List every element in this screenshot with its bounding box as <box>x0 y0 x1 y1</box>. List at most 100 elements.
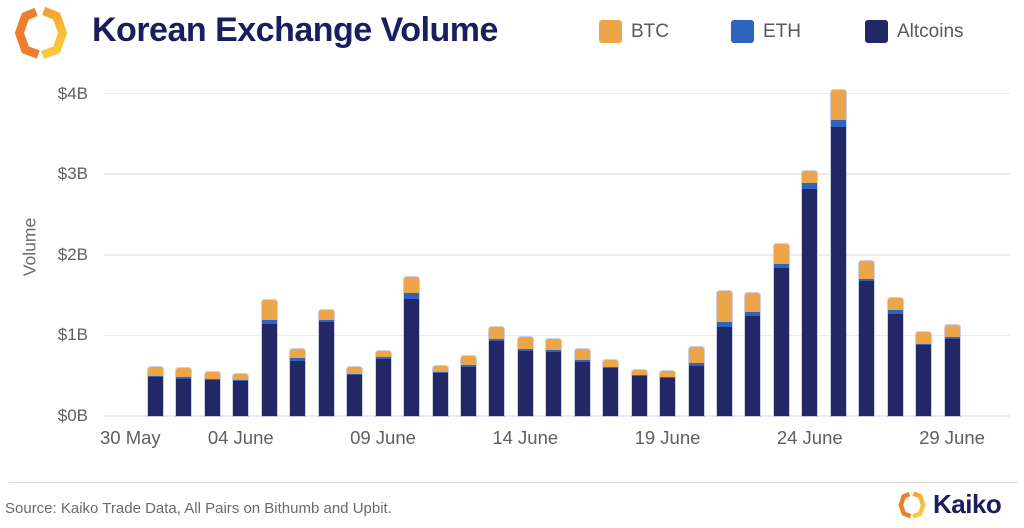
bar-segment-altcoins <box>318 322 334 416</box>
y-tick-label: $4B <box>57 83 88 103</box>
bar-segment-btc <box>148 366 163 376</box>
bar-24-june <box>802 170 818 416</box>
bar-segment-btc <box>261 299 277 321</box>
bar-05-june <box>261 299 277 416</box>
bar-27-june <box>887 298 903 416</box>
bar-segment-altcoins <box>631 375 647 416</box>
bar-13-june <box>489 327 505 416</box>
bar-segment-btc <box>517 337 533 350</box>
bar-segment-btc <box>603 360 619 367</box>
bar-segment-eth <box>432 372 448 374</box>
kaiko-logo-icon <box>14 6 68 60</box>
x-tick-label: 04 June <box>207 427 274 448</box>
bar-segment-btc <box>745 293 761 313</box>
y-tick-label: $0B <box>57 406 88 425</box>
bar-segment-altcoins <box>688 366 704 416</box>
page-title: Korean Exchange Volume <box>92 11 498 49</box>
bar-segment-eth <box>489 338 505 342</box>
bar-16-june <box>574 349 590 416</box>
y-tick-label: $3B <box>57 164 88 184</box>
bar-segment-btc <box>859 261 875 279</box>
bar-29-june <box>944 324 960 416</box>
bar-segment-eth <box>148 375 163 378</box>
bar-segment-eth <box>830 120 846 128</box>
altcoins-swatch-icon <box>865 20 888 43</box>
x-tick-label: 24 June <box>776 427 843 448</box>
bar-segment-btc <box>318 309 334 321</box>
bar-segment-btc <box>631 370 647 375</box>
bar-17-june <box>603 360 619 416</box>
eth-swatch-icon <box>731 20 754 43</box>
bar-21-june <box>717 291 732 416</box>
bar-segment-altcoins <box>773 268 789 416</box>
bar-segment-altcoins <box>517 351 533 416</box>
bar-02-june <box>176 368 192 416</box>
bar-segment-eth <box>717 322 732 328</box>
bar-segment-altcoins <box>574 361 590 416</box>
bar-segment-btc <box>802 170 818 184</box>
bar-segment-eth <box>745 312 761 317</box>
bar-segment-btc <box>290 349 306 358</box>
bar-segment-eth <box>603 366 619 368</box>
bar-08-june <box>347 366 363 416</box>
bar-segment-btc <box>830 90 846 121</box>
bar-10-june <box>404 276 420 416</box>
bar-segment-altcoins <box>916 345 932 416</box>
bar-segment-eth <box>660 377 676 379</box>
bar-segment-btc <box>574 349 590 360</box>
bar-segment-eth <box>176 377 192 379</box>
bar-12-june <box>460 356 476 416</box>
bar-segment-eth <box>318 320 334 323</box>
bar-segment-btc <box>773 244 789 265</box>
bar-segment-btc <box>717 291 732 323</box>
bar-28-june <box>916 332 932 416</box>
bar-23-june <box>773 244 789 416</box>
gridline <box>104 254 1010 256</box>
bar-segment-btc <box>176 368 192 378</box>
bar-segment-eth <box>574 359 590 362</box>
bar-segment-altcoins <box>148 377 163 416</box>
bar-20-june <box>688 346 704 416</box>
bar-segment-altcoins <box>233 380 249 416</box>
bar-segment-btc <box>460 356 476 366</box>
bar-segment-btc <box>489 327 505 339</box>
bar-segment-eth <box>944 337 960 340</box>
bar-segment-eth <box>859 278 875 282</box>
bar-segment-altcoins <box>859 281 875 416</box>
gridline <box>104 415 1010 417</box>
legend-item-btc: BTC <box>599 20 669 43</box>
bar-segment-eth <box>375 357 391 359</box>
bar-26-june <box>859 261 875 416</box>
gridline <box>104 92 1010 95</box>
bar-segment-altcoins <box>460 366 476 416</box>
source-text: Source: Kaiko Trade Data, All Pairs on B… <box>5 500 392 517</box>
bar-15-june <box>546 339 562 416</box>
bar-segment-altcoins <box>489 341 505 416</box>
bar-segment-altcoins <box>603 367 619 416</box>
bar-segment-altcoins <box>830 127 846 416</box>
bar-18-june <box>631 370 647 416</box>
bar-01-june <box>148 366 163 416</box>
legend-label-btc: BTC <box>631 20 669 42</box>
bar-segment-eth <box>261 320 277 325</box>
bar-segment-eth <box>204 378 220 380</box>
bar-segment-altcoins <box>375 358 391 416</box>
bar-segment-altcoins <box>347 374 363 416</box>
bar-segment-eth <box>773 264 789 269</box>
bar-segment-eth <box>404 292 420 300</box>
bar-segment-btc <box>204 372 220 379</box>
bar-07-june <box>318 309 334 416</box>
bar-segment-eth <box>460 365 476 367</box>
bar-segment-altcoins <box>944 339 960 416</box>
y-tick-label: $2B <box>57 244 88 264</box>
bar-segment-altcoins <box>660 378 676 416</box>
bar-segment-eth <box>517 349 533 352</box>
x-tick-label: 09 June <box>350 427 416 448</box>
bar-11-june <box>432 366 448 416</box>
gridline <box>104 334 1010 337</box>
bar-06-june <box>290 349 306 416</box>
x-tick-label: 19 June <box>634 427 701 448</box>
x-tick-label: 14 June <box>492 427 559 448</box>
bar-segment-altcoins <box>204 379 220 416</box>
bar-segment-altcoins <box>261 324 277 416</box>
